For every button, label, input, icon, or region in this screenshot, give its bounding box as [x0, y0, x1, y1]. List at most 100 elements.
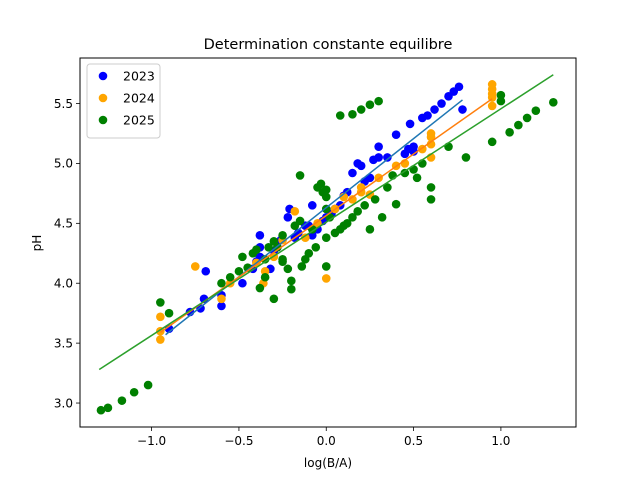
data-point	[505, 127, 514, 137]
data-point	[496, 96, 506, 106]
data-point	[496, 90, 506, 100]
data-point	[377, 213, 387, 222]
data-point	[143, 380, 153, 390]
data-point	[356, 105, 366, 114]
data-point	[255, 283, 265, 293]
data-point	[531, 106, 541, 116]
data-point	[321, 274, 331, 283]
x-tick-label: −1.0	[137, 434, 166, 448]
fit-line-2023	[165, 99, 463, 336]
data-point	[238, 252, 247, 262]
legend-item-2023: 2023	[98, 69, 155, 84]
data-point	[549, 98, 558, 107]
data-point	[454, 82, 464, 92]
data-point	[409, 165, 418, 174]
data-point	[238, 278, 247, 288]
data-point	[348, 213, 357, 222]
data-point	[391, 130, 401, 139]
data-point	[260, 272, 270, 282]
data-point	[374, 142, 383, 151]
data-point	[318, 187, 328, 197]
data-point	[514, 120, 523, 130]
y-tick-label: 4.0	[54, 277, 73, 291]
data-point	[353, 207, 362, 216]
data-point	[458, 105, 467, 114]
data-point	[295, 171, 305, 180]
data-point	[287, 276, 296, 286]
data-point	[201, 266, 211, 276]
legend-marker	[98, 71, 108, 81]
legend-item-2024: 2024	[98, 91, 155, 106]
data-point	[461, 153, 471, 162]
x-tick-label: 0.0	[317, 434, 336, 448]
data-point	[156, 312, 165, 322]
series-2023-points	[164, 82, 467, 334]
data-point	[295, 216, 305, 226]
data-point	[405, 119, 415, 129]
data-point	[412, 173, 422, 183]
data-point	[117, 396, 127, 405]
data-point	[313, 219, 322, 228]
x-tick-label: −0.5	[224, 434, 253, 448]
data-point	[348, 195, 357, 204]
data-point	[365, 225, 375, 234]
data-point	[522, 113, 532, 123]
data-point	[217, 301, 226, 311]
data-point	[391, 199, 401, 209]
data-point	[374, 96, 383, 106]
data-point	[348, 110, 357, 119]
data-point	[423, 111, 432, 120]
data-point	[264, 242, 273, 252]
data-point	[129, 387, 139, 397]
y-tick-label: 3.0	[54, 396, 73, 410]
data-point	[370, 195, 380, 204]
data-point	[487, 101, 497, 111]
legend-marker	[98, 115, 108, 125]
data-point	[348, 168, 357, 178]
data-point	[217, 294, 226, 304]
data-point	[321, 233, 331, 243]
data-point	[374, 153, 383, 162]
legend-item-2025: 2025	[98, 113, 155, 128]
series-2025-points	[96, 90, 558, 415]
data-point	[383, 153, 392, 162]
data-point	[304, 248, 314, 258]
data-point	[426, 129, 436, 138]
data-point	[487, 137, 497, 147]
data-point	[335, 111, 345, 120]
data-point	[426, 195, 436, 204]
data-point	[283, 213, 293, 222]
x-tick-label: 0.5	[404, 434, 423, 448]
data-point	[225, 272, 235, 282]
data-point	[426, 183, 436, 192]
data-point	[156, 298, 165, 307]
data-point	[307, 201, 317, 210]
data-point	[409, 142, 418, 151]
y-tick-label: 4.5	[54, 217, 73, 231]
data-point	[287, 284, 296, 294]
data-point	[437, 99, 446, 108]
x-axis: −1.0 −0.5 0.0 0.5 1.0	[137, 427, 510, 448]
data-point	[283, 264, 293, 274]
data-point	[190, 262, 200, 271]
y-tick-label: 5.0	[54, 157, 73, 171]
data-point	[234, 266, 244, 276]
plot-marks	[96, 74, 558, 415]
data-point	[96, 405, 106, 415]
data-point	[278, 257, 287, 266]
data-point	[290, 207, 300, 216]
legend-label: 2023	[123, 69, 155, 84]
data-point	[321, 262, 331, 271]
data-point	[342, 219, 352, 228]
data-point	[164, 308, 174, 318]
legend-label: 2024	[123, 91, 155, 106]
data-point	[278, 231, 287, 240]
data-point	[430, 105, 439, 114]
data-point	[217, 278, 226, 288]
data-point	[103, 403, 113, 413]
data-point	[269, 294, 279, 304]
data-point	[297, 262, 307, 271]
data-point	[426, 139, 436, 149]
